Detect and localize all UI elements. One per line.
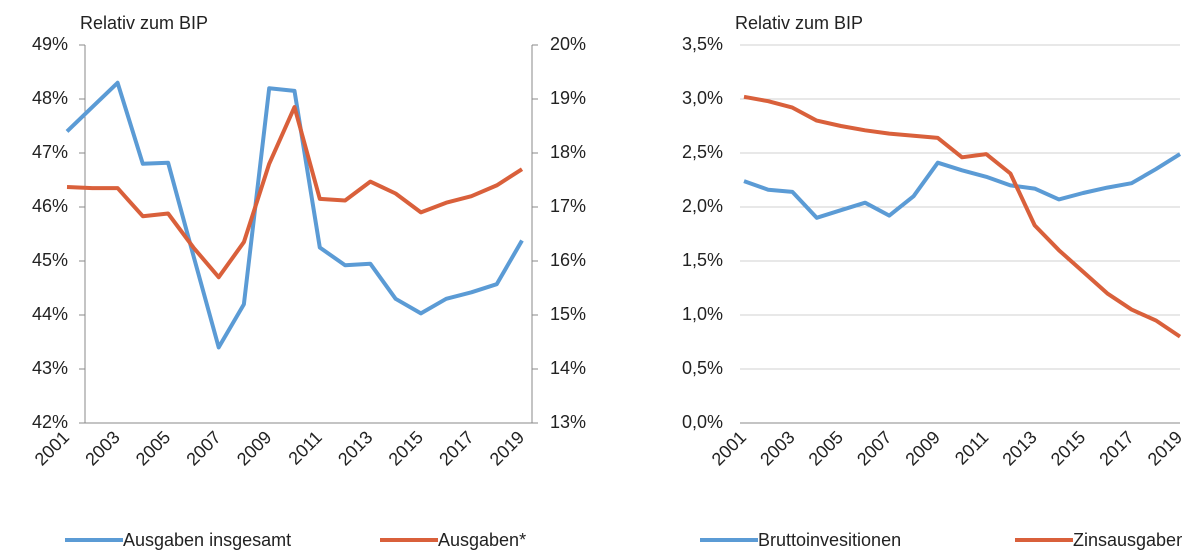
x-tick-label: 2017 xyxy=(1095,427,1137,469)
y2-tick-label: 20% xyxy=(550,34,586,54)
x-tick-label: 2015 xyxy=(1047,427,1089,469)
x-tick-label: 2013 xyxy=(334,427,376,469)
y2-tick-label: 15% xyxy=(550,304,586,324)
x-tick-label: 2007 xyxy=(182,427,224,469)
y-tick-label: 48% xyxy=(32,88,68,108)
y-tick-label: 49% xyxy=(32,34,68,54)
x-tick-label: 2009 xyxy=(233,427,275,469)
y2-tick-label: 18% xyxy=(550,142,586,162)
y2-tick-label: 16% xyxy=(550,250,586,270)
y-tick-label: 42% xyxy=(32,412,68,432)
data-line xyxy=(66,105,524,280)
legend-label: Ausgaben* xyxy=(438,530,526,550)
y2-tick-label: 17% xyxy=(550,196,586,216)
data-line xyxy=(743,152,1182,220)
data-line xyxy=(743,94,1182,339)
y-tick-label: 46% xyxy=(32,196,68,216)
x-tick-label: 2009 xyxy=(902,427,944,469)
data-line xyxy=(65,80,524,350)
x-tick-label: 2017 xyxy=(435,427,477,469)
chart: Relativ zum BIP 42% 43% 44% 45% 46% 47% 48% 49% 1… xyxy=(31,13,586,550)
y-tick-label: 3,5% xyxy=(682,34,723,54)
y-tick-label: 3,0% xyxy=(682,88,723,108)
x-tick-label: 2003 xyxy=(81,427,123,469)
y-tick-label: 2,0% xyxy=(682,196,723,216)
y-tick-label: 0,5% xyxy=(682,358,723,378)
x-tick-label: 2019 xyxy=(1144,427,1182,469)
y2-tick-label: 19% xyxy=(550,88,586,108)
x-tick-label: 2013 xyxy=(998,427,1040,469)
x-tick-label: 2005 xyxy=(132,427,174,469)
y-tick-label: 0,0% xyxy=(682,412,723,432)
chart: Relativ zum BIP 0,0% 0,5% 1,0% 1,5% 2,0% 2,5% 3… xyxy=(682,13,1182,550)
y-tick-label: 45% xyxy=(32,250,68,270)
x-tick-label: 2001 xyxy=(31,427,73,469)
x-tick-label: 2015 xyxy=(385,427,427,469)
y2-tick-label: 13% xyxy=(550,412,586,432)
y2-tick-label: 14% xyxy=(550,358,586,378)
x-tick-label: 2001 xyxy=(708,427,750,469)
y-tick-label: 47% xyxy=(32,142,68,162)
x-tick-label: 2003 xyxy=(756,427,798,469)
chart-subtitle: Relativ zum BIP xyxy=(735,13,863,33)
x-tick-label: 2011 xyxy=(284,427,326,469)
x-tick-label: 2007 xyxy=(853,427,895,469)
y-tick-label: 43% xyxy=(32,358,68,378)
y-tick-label: 2,5% xyxy=(682,142,723,162)
legend-label: Bruttoinvesitionen xyxy=(758,530,901,550)
x-tick-label: 2011 xyxy=(951,427,993,469)
y-tick-label: 44% xyxy=(32,304,68,324)
legend-label: Zinsausgaben xyxy=(1073,530,1182,550)
legend-label: Ausgaben insgesamt xyxy=(123,530,291,550)
x-tick-label: 2019 xyxy=(486,427,528,469)
x-tick-label: 2005 xyxy=(805,427,847,469)
y-tick-label: 1,5% xyxy=(682,250,723,270)
y-tick-label: 1,0% xyxy=(682,304,723,324)
chart-subtitle: Relativ zum BIP xyxy=(80,13,208,33)
